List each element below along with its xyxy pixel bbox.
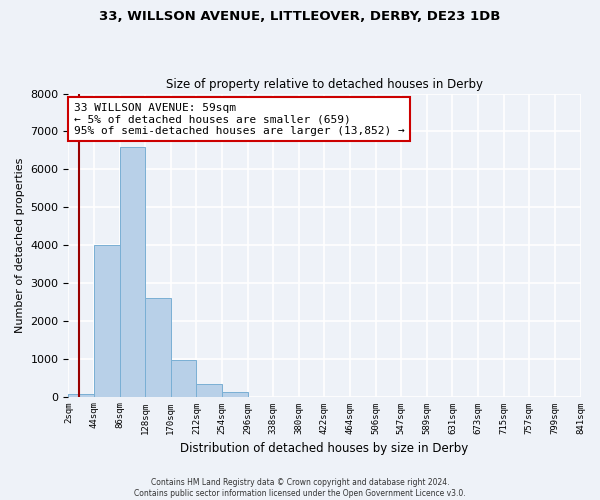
X-axis label: Distribution of detached houses by size in Derby: Distribution of detached houses by size … (181, 442, 469, 455)
Title: Size of property relative to detached houses in Derby: Size of property relative to detached ho… (166, 78, 483, 91)
Bar (171, 360, 196, 397)
Text: 33, WILLSON AVENUE, LITTLEOVER, DERBY, DE23 1DB: 33, WILLSON AVENUE, LITTLEOVER, DERBY, D… (100, 10, 500, 23)
Bar (68, 394, 94, 396)
Bar (119, 146, 145, 396)
Text: Contains HM Land Registry data © Crown copyright and database right 2024.
Contai: Contains HM Land Registry data © Crown c… (134, 478, 466, 498)
Bar (222, 392, 248, 396)
Text: 33 WILLSON AVENUE: 59sqm
← 5% of detached houses are smaller (659)
95% of semi-d: 33 WILLSON AVENUE: 59sqm ← 5% of detache… (74, 102, 404, 136)
Bar (196, 384, 222, 396)
Bar (145, 298, 171, 396)
Y-axis label: Number of detached properties: Number of detached properties (15, 158, 25, 332)
Bar (94, 245, 119, 396)
